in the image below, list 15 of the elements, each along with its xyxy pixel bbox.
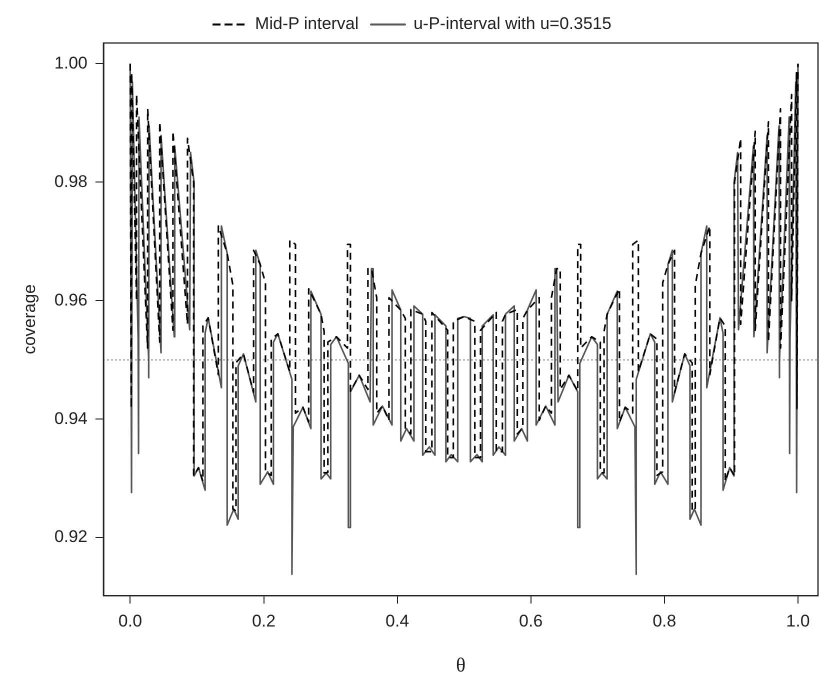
x-tick-label: 0.6 <box>519 611 543 630</box>
x-tick-label: 0.8 <box>652 611 676 630</box>
y-axis-title: coverage <box>20 284 39 354</box>
y-tick-label: 0.96 <box>54 290 88 310</box>
x-tick-label: 0.0 <box>118 611 142 630</box>
legend-label: u-P-interval with u=0.3515 <box>413 14 612 34</box>
x-tick-label: 0.4 <box>385 611 410 630</box>
x-axis-title: θ <box>456 654 466 676</box>
y-tick-label: 0.98 <box>54 172 88 191</box>
y-tick-label: 0.92 <box>54 527 88 546</box>
y-tick-label: 0.94 <box>54 408 88 428</box>
x-tick-label: 1.0 <box>786 611 810 630</box>
x-tick-label: 0.2 <box>252 611 276 630</box>
y-tick-label: 1.00 <box>54 53 88 72</box>
legend-label: Mid-P interval <box>255 14 359 34</box>
